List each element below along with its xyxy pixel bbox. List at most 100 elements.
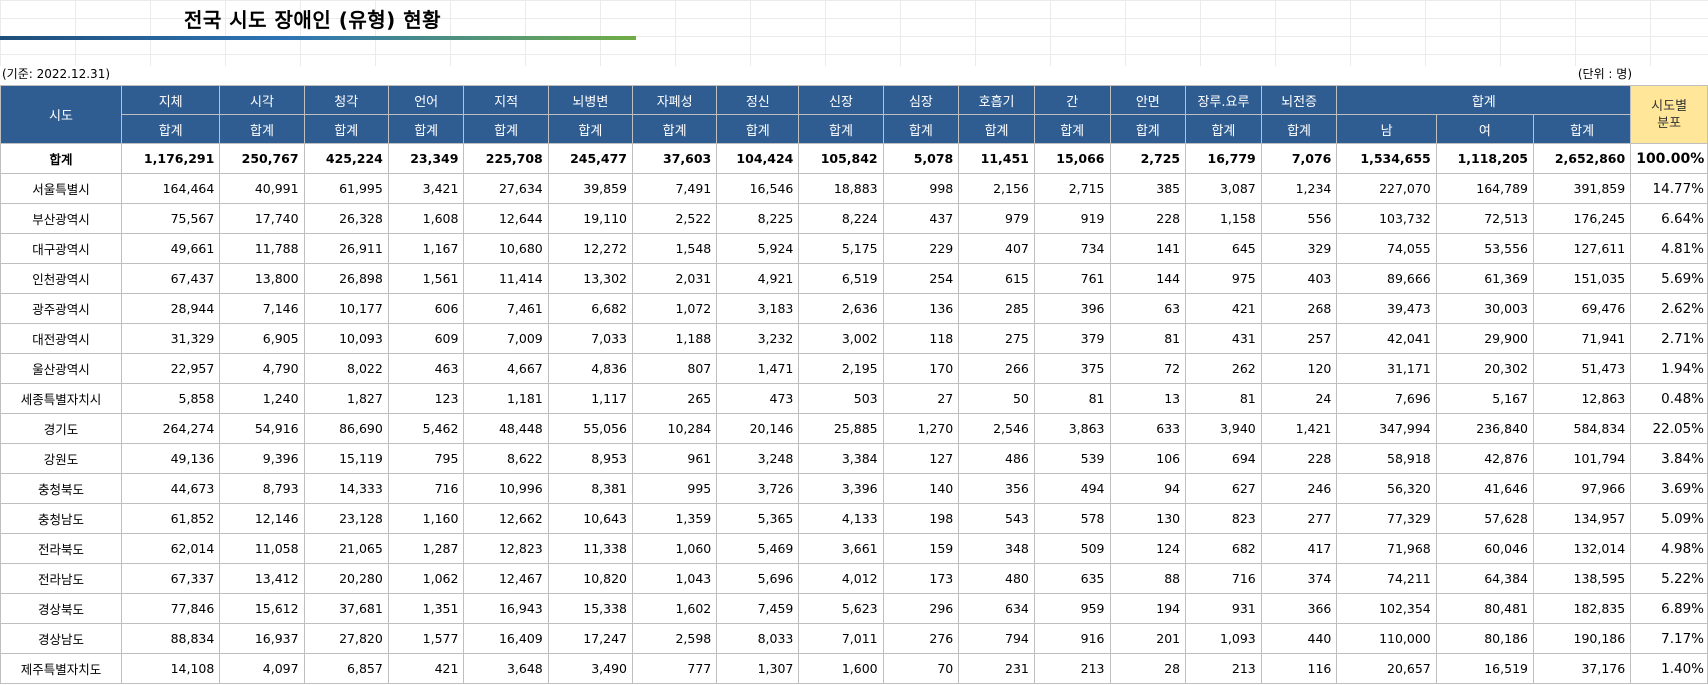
value-cell: 138,595 — [1532, 563, 1632, 594]
value-cell: 777 — [631, 653, 718, 684]
table-row: 제주특별자치도 14,108 4,097 6,857 421 3,648 3,490 777 1… — [0, 653, 1708, 684]
value-cell: 578 — [1033, 503, 1111, 534]
value-cell: 959 — [1033, 593, 1111, 624]
value-cell: 627 — [1185, 473, 1262, 504]
value-cell: 262 — [1185, 353, 1262, 384]
value-cell: 761 — [1033, 263, 1111, 294]
value-cell: 425,224 — [303, 143, 389, 174]
value-cell: 62,014 — [120, 533, 221, 564]
value-cell: 20,657 — [1336, 653, 1437, 684]
value-cell: 13,302 — [547, 263, 634, 294]
share-cell: 5.69% — [1630, 263, 1708, 294]
value-cell: 127,611 — [1532, 233, 1632, 264]
value-cell: 15,066 — [1033, 143, 1111, 174]
share-cell: 1.94% — [1630, 353, 1708, 384]
value-cell: 539 — [1033, 443, 1111, 474]
value-cell: 20,146 — [716, 413, 800, 444]
value-cell: 606 — [387, 293, 465, 324]
value-cell: 25,885 — [798, 413, 884, 444]
value-cell: 1,359 — [631, 503, 718, 534]
value-cell: 49,661 — [120, 233, 221, 264]
value-cell: 3,396 — [798, 473, 884, 504]
value-cell: 385 — [1109, 173, 1187, 204]
value-cell: 10,643 — [547, 503, 634, 534]
value-cell: 275 — [958, 323, 1035, 354]
value-cell: 41,646 — [1435, 473, 1534, 504]
header-total-sub: 여 — [1435, 114, 1534, 144]
header-type: 청각 — [303, 85, 389, 115]
header-type-sum: 합계 — [1109, 114, 1187, 144]
value-cell: 1,548 — [631, 233, 718, 264]
value-cell: 347,994 — [1336, 413, 1437, 444]
region-cell: 대구광역시 — [0, 233, 122, 264]
header-type-sum: 합계 — [798, 114, 884, 144]
share-cell: 7.17% — [1630, 623, 1708, 654]
value-cell: 60,046 — [1435, 533, 1534, 564]
value-cell: 116 — [1260, 653, 1338, 684]
value-cell: 1,167 — [387, 233, 465, 264]
value-cell: 72,513 — [1435, 203, 1534, 234]
value-cell: 20,302 — [1435, 353, 1534, 384]
region-cell: 충청북도 — [0, 473, 122, 504]
value-cell: 72 — [1109, 353, 1187, 384]
value-cell: 3,248 — [716, 443, 800, 474]
value-cell: 823 — [1185, 503, 1262, 534]
value-cell: 132,014 — [1532, 533, 1632, 564]
value-cell: 170 — [882, 353, 960, 384]
value-cell: 77,329 — [1336, 503, 1437, 534]
value-cell: 440 — [1260, 623, 1338, 654]
value-cell: 480 — [958, 563, 1035, 594]
value-cell: 4,667 — [463, 353, 549, 384]
value-cell: 8,022 — [303, 353, 389, 384]
value-cell: 14,333 — [303, 473, 389, 504]
header-region: 시도 — [0, 85, 122, 144]
value-cell: 1,093 — [1185, 623, 1262, 654]
value-cell: 931 — [1185, 593, 1262, 624]
value-cell: 633 — [1109, 413, 1187, 444]
value-cell: 246 — [1260, 473, 1338, 504]
value-cell: 4,097 — [219, 653, 305, 684]
value-cell: 694 — [1185, 443, 1262, 474]
value-cell: 995 — [631, 473, 718, 504]
value-cell: 1,307 — [716, 653, 800, 684]
value-cell: 74,211 — [1336, 563, 1437, 594]
value-cell: 54,916 — [219, 413, 305, 444]
value-cell: 8,953 — [547, 443, 634, 474]
value-cell: 919 — [1033, 203, 1111, 234]
header-type: 심장 — [882, 85, 960, 115]
value-cell: 102,354 — [1336, 593, 1437, 624]
value-cell: 1,577 — [387, 623, 465, 654]
value-cell: 10,093 — [303, 323, 389, 354]
value-cell: 18,883 — [798, 173, 884, 204]
share-cell: 6.64% — [1630, 203, 1708, 234]
value-cell: 2,725 — [1109, 143, 1187, 174]
value-cell: 421 — [1185, 293, 1262, 324]
header-type: 신장 — [798, 85, 884, 115]
value-cell: 264,274 — [120, 413, 221, 444]
value-cell: 63 — [1109, 293, 1187, 324]
value-cell: 6,905 — [219, 323, 305, 354]
share-cell: 3.84% — [1630, 443, 1708, 474]
value-cell: 494 — [1033, 473, 1111, 504]
value-cell: 7,461 — [463, 293, 549, 324]
value-cell: 794 — [958, 623, 1035, 654]
value-cell: 16,546 — [716, 173, 800, 204]
header-type: 정신 — [716, 85, 800, 115]
value-cell: 5,858 — [120, 383, 221, 414]
value-cell: 8,622 — [463, 443, 549, 474]
value-cell: 5,469 — [716, 533, 800, 564]
value-cell: 15,612 — [219, 593, 305, 624]
value-cell: 213 — [1185, 653, 1262, 684]
header-total-sub: 남 — [1336, 114, 1437, 144]
value-cell: 144 — [1109, 263, 1187, 294]
value-cell: 11,451 — [958, 143, 1035, 174]
share-cell: 2.62% — [1630, 293, 1708, 324]
value-cell: 7,146 — [219, 293, 305, 324]
value-cell: 12,662 — [463, 503, 549, 534]
value-cell: 13,800 — [219, 263, 305, 294]
value-cell: 1,240 — [219, 383, 305, 414]
header-type-sum: 합계 — [387, 114, 465, 144]
value-cell: 88,834 — [120, 623, 221, 654]
header-type: 간 — [1033, 85, 1111, 115]
value-cell: 2,522 — [631, 203, 718, 234]
